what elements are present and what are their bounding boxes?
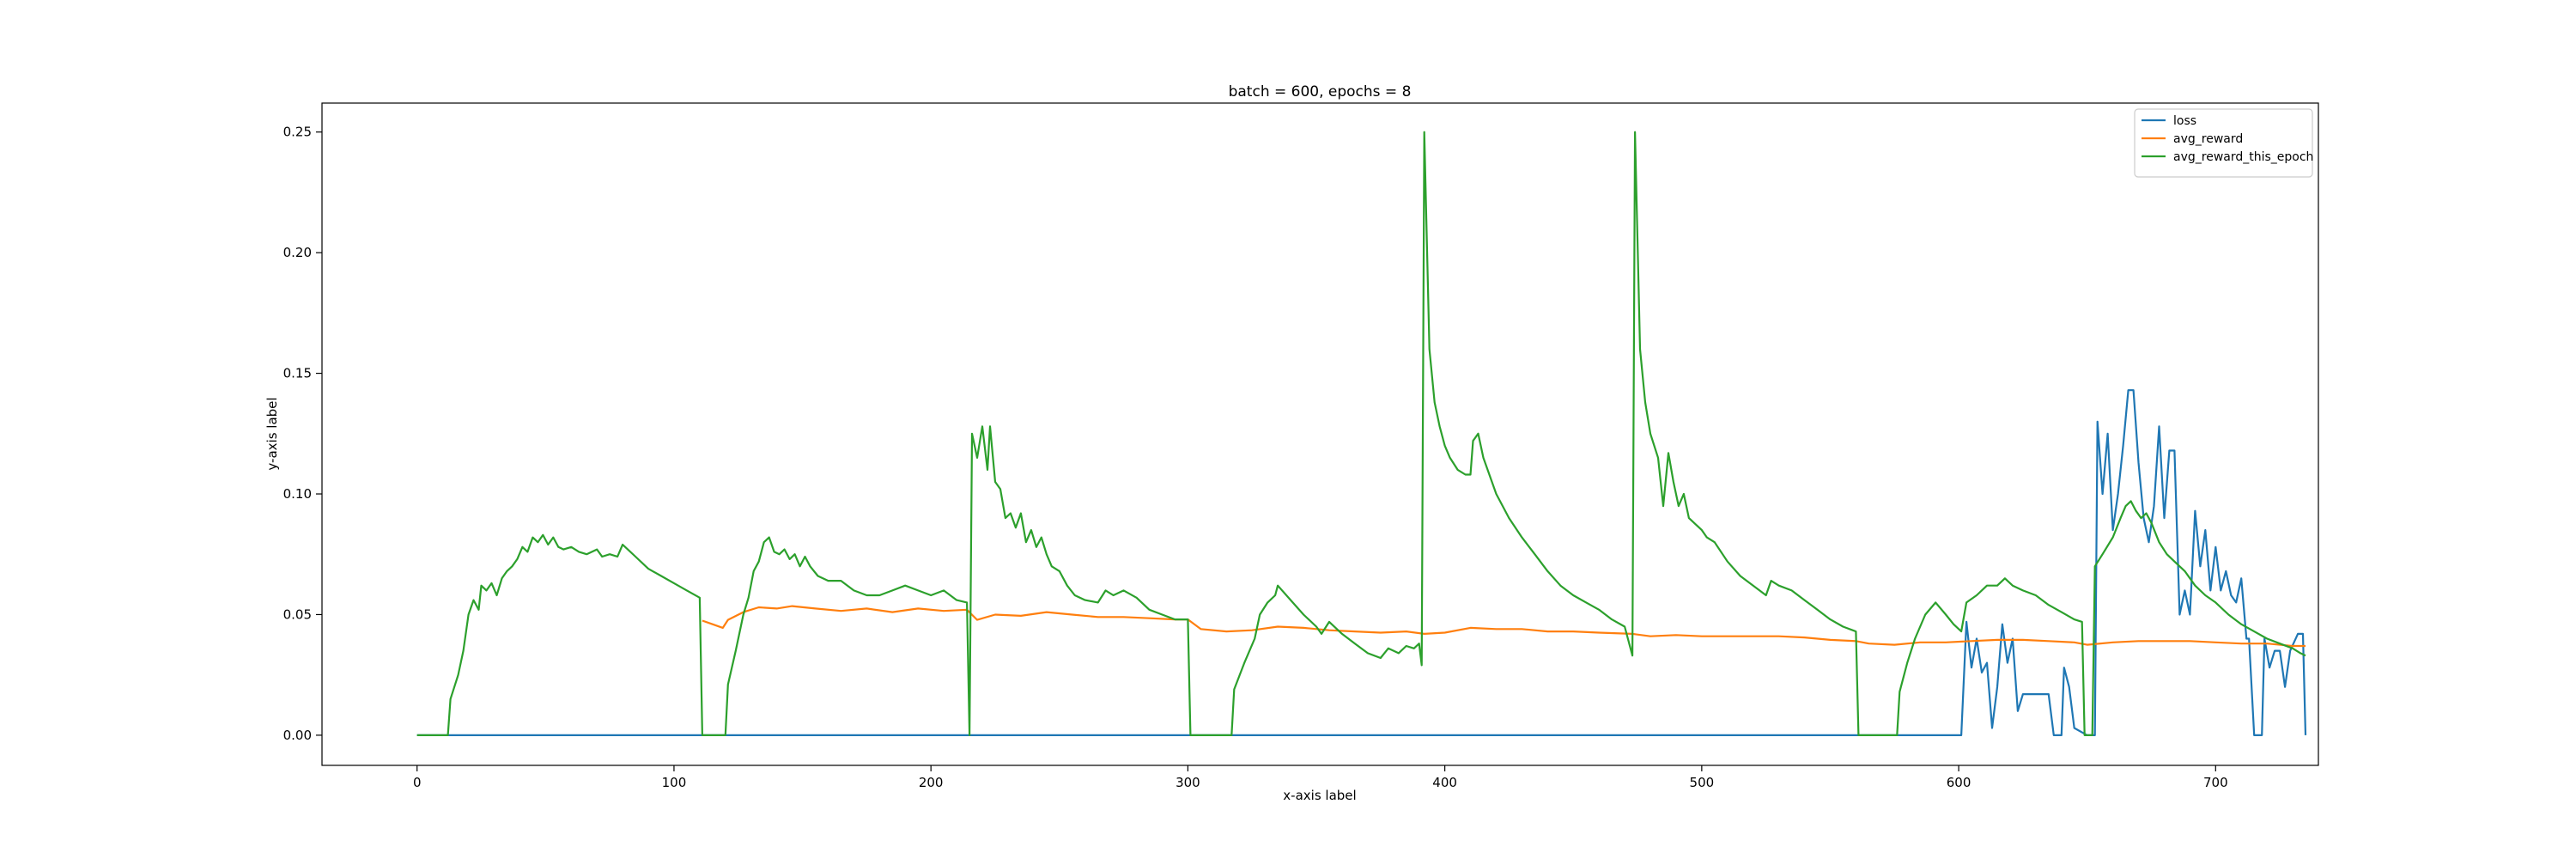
x-tick-label: 700 bbox=[2203, 775, 2228, 790]
x-tick-label: 500 bbox=[1690, 775, 1715, 790]
legend-label-avg_reward_this_epoch: avg_reward_this_epoch bbox=[2173, 150, 2313, 164]
y-tick-label: 0.00 bbox=[283, 728, 312, 743]
x-tick-label: 200 bbox=[919, 775, 944, 790]
x-tick-label: 400 bbox=[1432, 775, 1457, 790]
x-axis-label: x-axis label bbox=[1283, 788, 1356, 803]
x-axis: 0 100 200 300 400 500 600 700 bbox=[413, 765, 2228, 790]
y-tick-label: 0.15 bbox=[283, 366, 312, 381]
y-axis: 0.00 0.05 0.10 0.15 0.20 0.25 bbox=[283, 125, 322, 743]
x-tick-label: 300 bbox=[1176, 775, 1200, 790]
legend-box bbox=[2134, 108, 2313, 178]
x-tick-label: 600 bbox=[1947, 775, 1971, 790]
series-line-avg_reward_this_epoch bbox=[416, 131, 2306, 736]
y-tick-label: 0.10 bbox=[283, 486, 312, 502]
legend-label-avg_reward: avg_reward bbox=[2173, 132, 2243, 146]
x-tick-label: 0 bbox=[413, 775, 422, 790]
series-layer bbox=[416, 131, 2307, 736]
chart-title: batch = 600, epochs = 8 bbox=[1229, 83, 1412, 101]
series-line-avg_reward bbox=[702, 605, 2306, 648]
y-axis-label: y-axis label bbox=[264, 397, 280, 470]
y-tick-label: 0.05 bbox=[283, 606, 312, 622]
legend: loss avg_reward avg_reward_this_epoch bbox=[2134, 108, 2313, 178]
y-tick-label: 0.25 bbox=[283, 125, 312, 140]
plot-frame bbox=[321, 102, 2319, 766]
y-tick-label: 0.20 bbox=[283, 245, 312, 260]
legend-label-loss: loss bbox=[2173, 114, 2196, 128]
x-tick-label: 100 bbox=[662, 775, 687, 790]
series-line-loss bbox=[416, 389, 2307, 736]
